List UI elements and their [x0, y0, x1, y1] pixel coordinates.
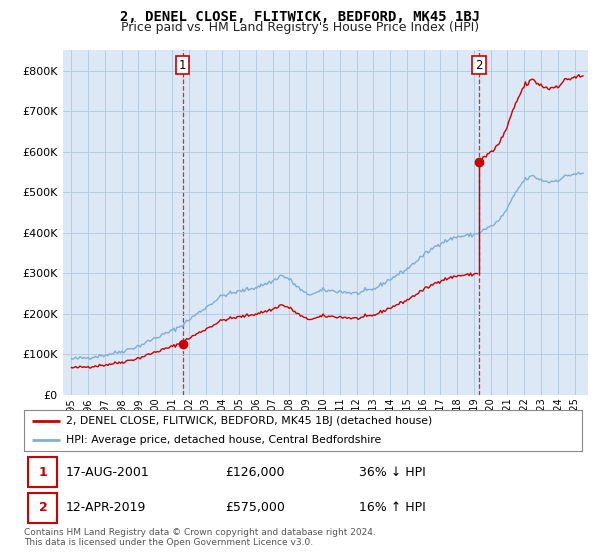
- Text: 2: 2: [38, 501, 47, 515]
- Text: HPI: Average price, detached house, Central Bedfordshire: HPI: Average price, detached house, Cent…: [66, 435, 381, 445]
- Text: Contains HM Land Registry data © Crown copyright and database right 2024.
This d: Contains HM Land Registry data © Crown c…: [24, 528, 376, 548]
- Text: 16% ↑ HPI: 16% ↑ HPI: [359, 501, 425, 515]
- Text: 2: 2: [475, 58, 482, 72]
- Text: 2, DENEL CLOSE, FLITWICK, BEDFORD, MK45 1BJ: 2, DENEL CLOSE, FLITWICK, BEDFORD, MK45 …: [120, 10, 480, 24]
- Text: 1: 1: [38, 465, 47, 479]
- Text: 36% ↓ HPI: 36% ↓ HPI: [359, 465, 425, 479]
- Text: £575,000: £575,000: [225, 501, 285, 515]
- Text: Price paid vs. HM Land Registry's House Price Index (HPI): Price paid vs. HM Land Registry's House …: [121, 21, 479, 34]
- Text: 1: 1: [179, 58, 186, 72]
- Text: 2, DENEL CLOSE, FLITWICK, BEDFORD, MK45 1BJ (detached house): 2, DENEL CLOSE, FLITWICK, BEDFORD, MK45 …: [66, 417, 432, 426]
- FancyBboxPatch shape: [28, 458, 58, 487]
- FancyBboxPatch shape: [28, 493, 58, 522]
- Text: £126,000: £126,000: [225, 465, 284, 479]
- Text: 17-AUG-2001: 17-AUG-2001: [66, 465, 149, 479]
- Text: 12-APR-2019: 12-APR-2019: [66, 501, 146, 515]
